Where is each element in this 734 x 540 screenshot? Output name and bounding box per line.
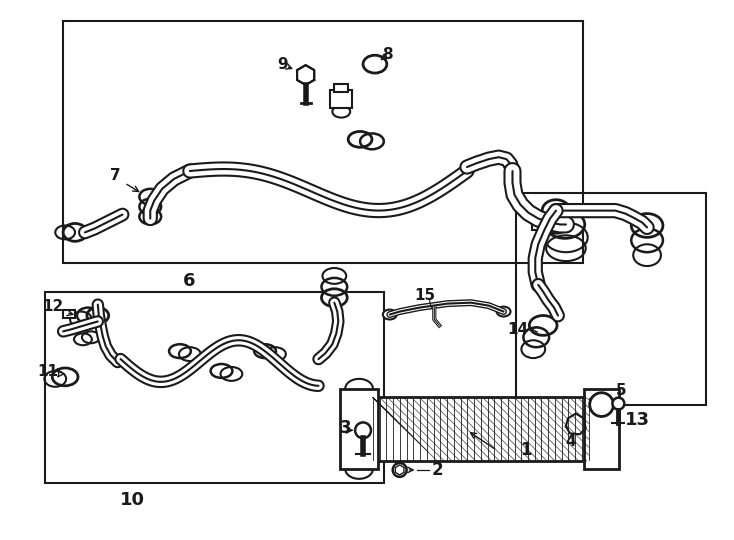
Ellipse shape xyxy=(542,200,570,221)
Ellipse shape xyxy=(321,289,347,307)
Ellipse shape xyxy=(363,55,387,73)
Ellipse shape xyxy=(545,211,585,238)
Ellipse shape xyxy=(333,106,350,118)
Ellipse shape xyxy=(254,344,276,358)
Text: 13: 13 xyxy=(625,410,650,429)
Ellipse shape xyxy=(631,214,663,238)
Bar xyxy=(335,84,348,92)
Circle shape xyxy=(393,463,407,477)
Polygon shape xyxy=(566,414,586,434)
Text: 9: 9 xyxy=(277,57,288,72)
Bar xyxy=(63,309,75,319)
Ellipse shape xyxy=(497,307,511,316)
Bar xyxy=(517,193,706,404)
Text: 4: 4 xyxy=(566,434,576,449)
Ellipse shape xyxy=(87,308,109,323)
Text: 12: 12 xyxy=(42,299,63,314)
Bar xyxy=(330,90,352,107)
Text: 5: 5 xyxy=(616,383,627,398)
Ellipse shape xyxy=(211,364,233,378)
Circle shape xyxy=(612,397,625,409)
Bar xyxy=(46,292,384,483)
Ellipse shape xyxy=(82,332,100,343)
Text: 2: 2 xyxy=(432,461,443,479)
Circle shape xyxy=(355,422,371,438)
Bar xyxy=(341,389,378,469)
Text: 1: 1 xyxy=(520,441,532,459)
Text: 15: 15 xyxy=(414,288,435,303)
Bar xyxy=(532,219,540,231)
Bar xyxy=(584,389,619,469)
Text: 6: 6 xyxy=(183,272,195,290)
Text: 3: 3 xyxy=(339,420,351,437)
Ellipse shape xyxy=(345,379,373,399)
Ellipse shape xyxy=(345,459,373,479)
Ellipse shape xyxy=(529,315,557,335)
Bar xyxy=(373,397,589,461)
Ellipse shape xyxy=(383,309,396,320)
Text: 7: 7 xyxy=(110,168,121,184)
Polygon shape xyxy=(396,465,404,475)
Text: 8: 8 xyxy=(382,47,393,62)
Polygon shape xyxy=(297,65,314,85)
Ellipse shape xyxy=(169,344,191,358)
Ellipse shape xyxy=(63,224,87,241)
Circle shape xyxy=(589,393,614,416)
Text: 10: 10 xyxy=(120,491,145,509)
Ellipse shape xyxy=(52,368,78,386)
Text: 14: 14 xyxy=(507,322,528,337)
Text: 11: 11 xyxy=(37,364,58,380)
Bar xyxy=(63,21,583,263)
